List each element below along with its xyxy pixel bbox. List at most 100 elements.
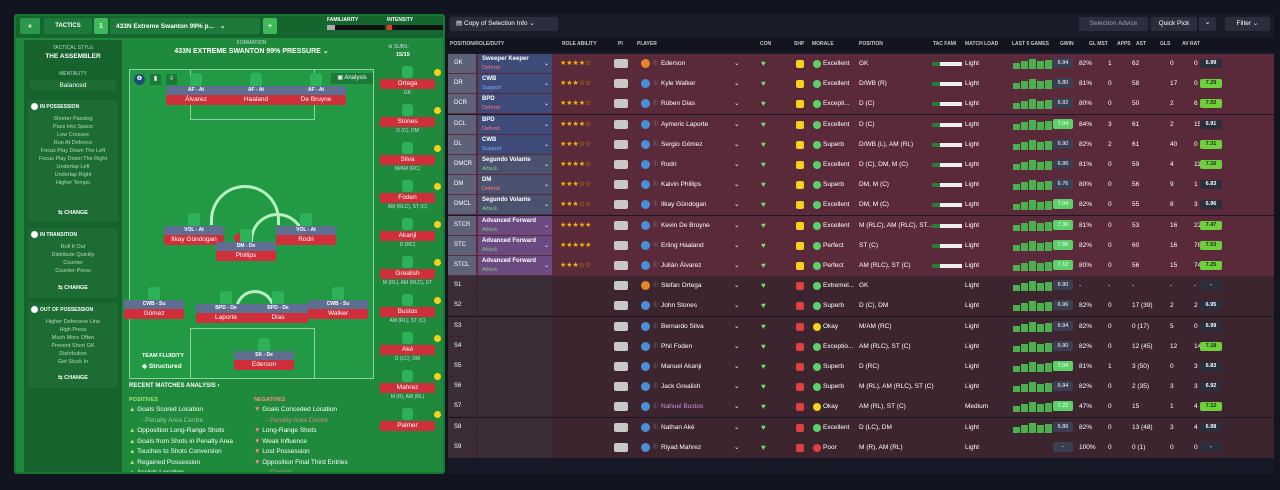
player-name[interactable]: Ederson (234, 360, 294, 370)
player-name[interactable]: Aymeric Laporte (661, 120, 709, 128)
player-bpd-right[interactable]: BPD - De Dias (248, 291, 308, 325)
chevron-down-icon[interactable]: ⌄ (1199, 17, 1216, 31)
role-cell[interactable] (478, 316, 552, 336)
chevron-down-icon[interactable]: ⌄ (734, 120, 740, 128)
chevron-down-icon[interactable]: ⌄ (734, 342, 740, 350)
swap-icon[interactable] (434, 411, 441, 418)
mentality-select[interactable]: Balanced (30, 80, 116, 91)
sub-player[interactable]: Akanji D (RC) (380, 218, 435, 256)
chevron-down-icon[interactable]: ⌄ (734, 221, 740, 229)
role-cell[interactable] (478, 397, 552, 417)
info-icon[interactable]: ⓘ (653, 60, 659, 66)
sub-player[interactable]: Foden AM (RLC), ST (C) (380, 180, 435, 218)
pi-icon[interactable] (614, 402, 628, 412)
col-gls[interactable]: GLS (1160, 41, 1171, 47)
sub-name[interactable]: Silva (380, 155, 435, 165)
player-sk[interactable]: SK - De Ederson (234, 338, 294, 372)
pi-icon[interactable] (614, 341, 628, 351)
table-row[interactable]: DCL BPD Defend ⌄ ★★★★☆ ⓘ Aymeric Laporte ⌄ ♥ Exce… (448, 114, 1274, 135)
add-tactic-button[interactable]: + (263, 18, 277, 34)
chevron-down-icon[interactable]: ⌄ (544, 121, 550, 128)
role-cell[interactable] (478, 94, 552, 114)
table-row[interactable]: DR CWB Support ⌄ ★★★☆☆ ⓘ Kyle Walker ⌄ ♥ Excellen… (448, 74, 1274, 95)
player-af-center[interactable]: AF - At Haaland (226, 73, 286, 107)
table-row[interactable]: S9 ⓘ Riyad Mahrez ⌄ ♥ Poor M (R), AM (RL) Light… (448, 437, 1274, 458)
info-icon[interactable]: ⓘ (653, 140, 659, 147)
chevron-down-icon[interactable]: ⌄ (544, 162, 550, 168)
chevron-down-icon[interactable]: ⌄ (734, 282, 740, 290)
analysis-title[interactable]: RECENT MATCHES ANALYSIS › (129, 383, 220, 389)
table-row[interactable]: DMCL Segundo Volante Attack ⌄ ★★★☆☆ ⓘ Ilkay Gü… (448, 195, 1274, 216)
chevron-down-icon[interactable]: ⌄ (544, 263, 550, 269)
swap-icon[interactable] (434, 259, 441, 266)
pi-icon[interactable] (614, 301, 628, 311)
pi-icon[interactable] (614, 160, 628, 169)
info-icon[interactable]: ⓘ (653, 80, 659, 87)
player-name[interactable]: Rodri (661, 161, 677, 168)
info-icon[interactable]: ⓘ (653, 423, 659, 430)
pi-icon[interactable] (614, 261, 628, 270)
chevron-down-icon[interactable]: ⌄ (544, 202, 550, 209)
player-name[interactable]: Walker (308, 309, 368, 319)
player-name[interactable]: Dias (248, 313, 308, 323)
chevron-down-icon[interactable]: ⌄ (734, 383, 740, 391)
pi-icon[interactable] (614, 59, 628, 68)
col-match-load[interactable]: MATCH LOAD (965, 41, 999, 47)
swap-icon[interactable] (434, 107, 441, 114)
info-icon[interactable]: ⓘ (653, 221, 659, 228)
col-ast[interactable]: AST (1136, 41, 1146, 47)
chevron-down-icon[interactable]: ⌄ (544, 61, 550, 67)
player-bpd-left[interactable]: BPD - De Laporte (196, 291, 256, 325)
info-icon[interactable]: ⓘ (653, 403, 659, 410)
info-icon[interactable]: ⓘ (653, 282, 659, 289)
info-icon[interactable]: ⓘ (653, 443, 659, 450)
col-morale[interactable]: MORALE (812, 41, 834, 47)
chevron-down-icon[interactable]: ⌄ (734, 262, 740, 269)
role-cell[interactable] (478, 296, 552, 316)
table-row[interactable]: STC Advanced Forward Attack ⌄ ★★★★★ ⓘ Erling H… (448, 235, 1274, 256)
col-gl-mst[interactable]: GL MST (1089, 41, 1108, 47)
player-name[interactable]: Riyad Mahrez (661, 443, 702, 451)
player-dm[interactable]: DM - De Phillips (216, 229, 276, 263)
player-instructions-icon[interactable]: ❹ (134, 74, 145, 85)
col-position-2[interactable]: POSITION (859, 41, 883, 47)
player-cwb-right[interactable]: CWB - Su Walker (308, 287, 368, 321)
copy-selection-info-button[interactable]: ▤ Copy of Selection Info ⌄ (450, 17, 558, 31)
player-name[interactable]: Laporte (196, 313, 256, 323)
sub-player[interactable]: Grealish M (RL), AM (RLC), ST (380, 256, 435, 294)
chevron-down-icon[interactable]: ⌄ (734, 80, 740, 88)
col-shp[interactable]: SHP (794, 41, 805, 47)
team-fluidity-value[interactable]: ◈ Structured (142, 362, 182, 370)
chevron-down-icon[interactable]: ⌄ (734, 363, 740, 370)
pi-icon[interactable] (614, 442, 628, 452)
sub-name[interactable]: Aké (380, 345, 435, 355)
role-cell[interactable] (478, 256, 552, 275)
sub-player[interactable]: Bustos AM (RL), ST (C) (380, 294, 435, 332)
player-name[interactable]: Rodri (276, 235, 336, 245)
chevron-down-icon[interactable]: ⌄ (734, 140, 740, 148)
sub-player[interactable]: Mahrez M (R), AM (RL) (380, 370, 435, 408)
player-name[interactable]: Phil Foden (661, 342, 693, 350)
chevron-down-icon[interactable]: ⌄ (544, 81, 550, 88)
change-out-of-possession-button[interactable]: ⇆ CHANGE (28, 375, 118, 381)
info-icon[interactable]: ⓘ (653, 363, 659, 369)
chevron-down-icon[interactable]: ⌄ (734, 443, 740, 451)
info-icon[interactable]: ⓘ (653, 383, 659, 390)
player-name[interactable]: Gómez (124, 309, 184, 319)
info-icon[interactable]: ⓘ (653, 161, 659, 167)
chevron-down-icon[interactable]: ⌄ (734, 201, 740, 209)
table-row[interactable]: S5 ⓘ Manuel Akanji ⌄ ♥ Superb D (RC) Light 7.04 8… (448, 357, 1274, 377)
role-cell[interactable] (478, 215, 552, 235)
info-icon[interactable]: ⓘ (653, 342, 659, 349)
player-name[interactable]: Jack Grealish (661, 383, 701, 391)
table-row[interactable]: DL CWB Support ⌄ ★★★☆☆ ⓘ Sergio Gómez ⌄ ♥ Superb D… (448, 134, 1274, 155)
table-row[interactable]: DMCR Segundo Volante Attack ⌄ ★★★★☆ ⓘ Rodri ⌄ ♥ E… (448, 155, 1274, 175)
chevron-down-icon[interactable]: ⌄ (734, 322, 740, 330)
chevron-down-icon[interactable]: ⌄ (544, 222, 550, 229)
player-name[interactable]: Nathan Aké (661, 423, 695, 431)
player-name[interactable]: Haaland (226, 95, 286, 105)
player-name[interactable]: Julián Álvarez (661, 262, 702, 269)
info-icon[interactable]: ⓘ (653, 302, 659, 309)
sub-name[interactable]: Ortega (380, 79, 435, 89)
player-name[interactable]: Bernardo Silva (661, 322, 704, 330)
